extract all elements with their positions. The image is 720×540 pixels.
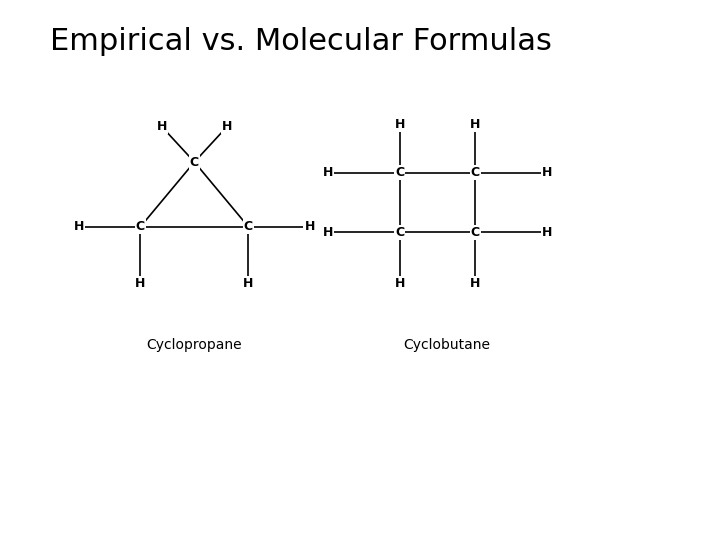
Text: H: H: [542, 166, 552, 179]
Text: H: H: [470, 277, 480, 290]
Text: H: H: [157, 120, 167, 133]
Text: C: C: [395, 226, 404, 239]
Text: Cyclopropane: Cyclopropane: [147, 338, 242, 352]
Text: C: C: [471, 226, 480, 239]
Text: C: C: [136, 220, 145, 233]
Text: Empirical vs. Molecular Formulas: Empirical vs. Molecular Formulas: [50, 27, 552, 56]
Text: H: H: [305, 220, 315, 233]
Text: H: H: [222, 120, 232, 133]
Text: H: H: [74, 220, 84, 233]
Text: H: H: [323, 226, 333, 239]
Text: H: H: [323, 166, 333, 179]
Text: H: H: [395, 118, 405, 131]
Text: C: C: [244, 220, 253, 233]
Text: H: H: [395, 277, 405, 290]
Text: H: H: [470, 118, 480, 131]
Text: H: H: [243, 277, 253, 290]
Text: C: C: [395, 166, 404, 179]
Text: H: H: [542, 226, 552, 239]
Text: C: C: [190, 156, 199, 168]
Text: Cyclobutane: Cyclobutane: [403, 338, 490, 352]
Text: H: H: [135, 277, 145, 290]
Text: C: C: [471, 166, 480, 179]
